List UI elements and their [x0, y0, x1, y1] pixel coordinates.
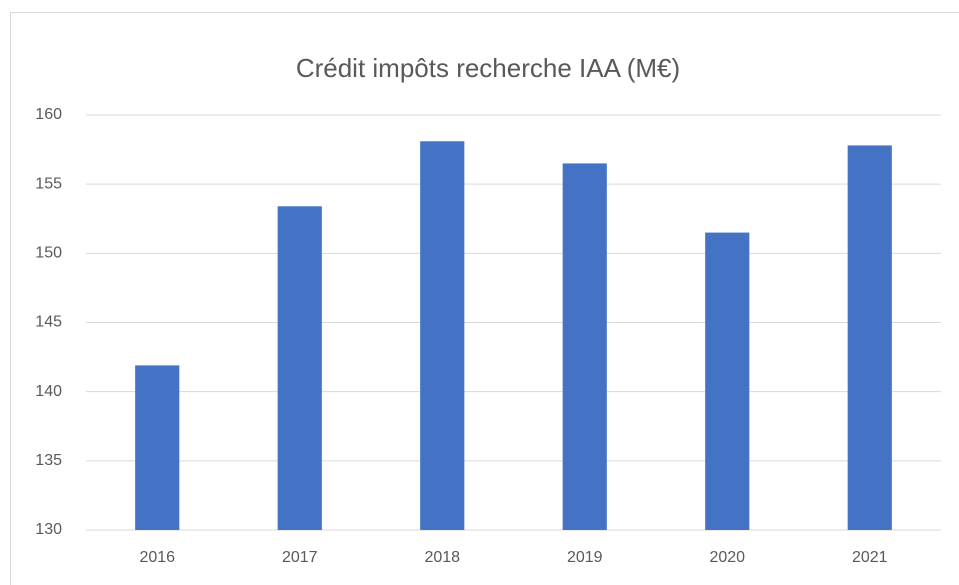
x-tick-label: 2017: [282, 549, 318, 566]
bar: [135, 365, 180, 530]
y-tick-label: 155: [35, 175, 62, 192]
y-tick-label: 135: [35, 452, 62, 469]
x-tick-label: 2016: [139, 549, 175, 566]
x-tick-label: 2019: [567, 549, 603, 566]
bar: [847, 145, 892, 530]
x-tick-label: 2018: [424, 549, 460, 566]
bar: [705, 232, 750, 531]
x-tick-label: 2020: [709, 549, 745, 566]
bar: [562, 163, 607, 530]
x-tick-label: 2021: [852, 549, 888, 566]
bar: [420, 141, 465, 531]
y-tick-label: 140: [35, 383, 62, 400]
chart-title: Crédit impôts recherche IAA (M€): [296, 53, 680, 83]
y-tick-label: 130: [35, 521, 62, 538]
y-tick-label: 145: [35, 314, 62, 331]
y-tick-label: 160: [35, 106, 62, 123]
bar: [277, 206, 322, 531]
y-tick-label: 150: [35, 245, 62, 262]
